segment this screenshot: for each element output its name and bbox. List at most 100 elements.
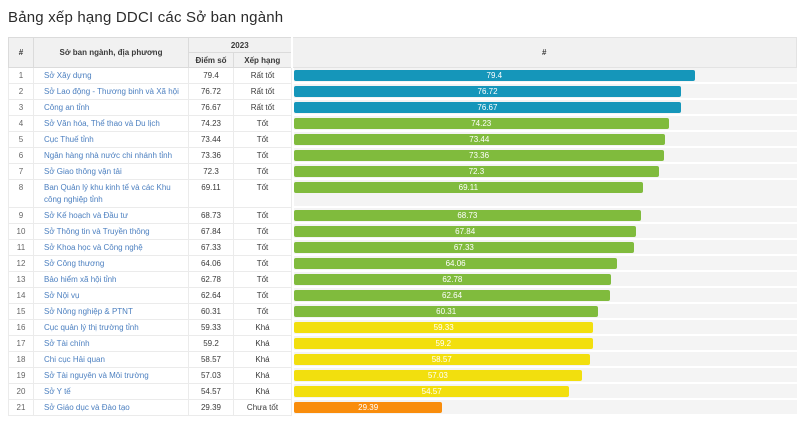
- table-row: 21 Sở Giáo dục và Đào tạo 29.39 Chưa tốt 29.…: [8, 399, 797, 416]
- department-cell: Sở Tài chính: [33, 335, 189, 352]
- department-link[interactable]: Công an tỉnh: [44, 103, 90, 112]
- department-link[interactable]: Ban Quản lý khu kinh tế và các Khu công …: [44, 183, 171, 204]
- rating-cell: Tốt: [233, 207, 293, 224]
- department-link[interactable]: Sở Giao thông vận tải: [44, 167, 122, 176]
- score-cell: 74.23: [188, 115, 234, 132]
- score-bar: 76.67: [294, 101, 681, 113]
- chart-cell: 54.57: [292, 383, 797, 400]
- score-bar: 68.73: [294, 209, 641, 221]
- chart-cell: 67.84: [292, 223, 797, 240]
- rating-cell: Tốt: [233, 163, 293, 180]
- rank-cell: 3: [8, 99, 34, 116]
- department-link[interactable]: Sở Thông tin và Truyền thông: [44, 227, 150, 236]
- rank-cell: 11: [8, 239, 34, 256]
- rank-cell: 18: [8, 351, 34, 368]
- rank-cell: 4: [8, 115, 34, 132]
- department-link[interactable]: Sở Y tế: [44, 387, 71, 396]
- score-cell: 59.33: [188, 319, 234, 336]
- score-cell: 73.36: [188, 147, 234, 164]
- department-link[interactable]: Sở Nội vụ: [44, 291, 80, 300]
- department-link[interactable]: Sở Giáo dục và Đào tạo: [44, 403, 130, 412]
- table-row: 20 Sở Y tế 54.57 Khá 54.57: [8, 383, 797, 400]
- score-cell: 79.4: [188, 67, 234, 84]
- department-link[interactable]: Sở Tài chính: [44, 339, 90, 348]
- chart-cell: 76.72: [292, 83, 797, 100]
- rank-cell: 16: [8, 319, 34, 336]
- department-link[interactable]: Ngân hàng nhà nước chi nhánh tỉnh: [44, 151, 173, 160]
- department-cell: Sở Tài nguyên và Môi trường: [33, 367, 189, 384]
- bar-value-label: 54.57: [421, 386, 442, 396]
- department-link[interactable]: Sở Công thương: [44, 259, 105, 268]
- score-bar: 60.31: [294, 305, 599, 317]
- score-cell: 72.3: [188, 163, 234, 180]
- score-cell: 67.33: [188, 239, 234, 256]
- department-link[interactable]: Chi cục Hải quan: [44, 355, 105, 364]
- table-row: 16 Cục quản lý thị trường tỉnh 59.33 Khá 59.…: [8, 319, 797, 336]
- bar-value-label: 73.36: [469, 150, 490, 160]
- department-cell: Sở Nội vụ: [33, 287, 189, 304]
- chart-cell: 74.23: [292, 115, 797, 132]
- rating-cell: Tốt: [233, 271, 293, 288]
- header-department: Sở ban ngành, địa phương: [33, 37, 189, 68]
- department-cell: Ngân hàng nhà nước chi nhánh tỉnh: [33, 147, 189, 164]
- table-row: 8 Ban Quản lý khu kinh tế và các Khu công…: [8, 179, 797, 208]
- rank-cell: 20: [8, 383, 34, 400]
- department-link[interactable]: Sở Xây dựng: [44, 71, 92, 80]
- score-cell: 62.64: [188, 287, 234, 304]
- department-link[interactable]: Cục Thuế tỉnh: [44, 135, 94, 144]
- rank-cell: 19: [8, 367, 34, 384]
- rank-cell: 21: [8, 399, 34, 416]
- rating-cell: Tốt: [233, 287, 293, 304]
- score-bar: 74.23: [294, 117, 669, 129]
- bar-value-label: 59.33: [433, 322, 454, 332]
- rank-cell: 6: [8, 147, 34, 164]
- rating-cell: Rất tốt: [233, 67, 293, 84]
- rating-cell: Khá: [233, 383, 293, 400]
- table-header: # Sở ban ngành, địa phương 2023 # Điểm s…: [8, 37, 798, 68]
- department-link[interactable]: Sở Nông nghiệp & PTNT: [44, 307, 133, 316]
- rank-cell: 14: [8, 287, 34, 304]
- score-bar: 57.03: [294, 369, 582, 381]
- table-row: 7 Sở Giao thông vận tải 72.3 Tốt 72.3: [8, 163, 797, 180]
- score-bar: 54.57: [294, 385, 570, 397]
- chart-cell: 60.31: [292, 303, 797, 320]
- rating-cell: Tốt: [233, 223, 293, 240]
- score-cell: 54.57: [188, 383, 234, 400]
- bar-value-label: 76.72: [477, 86, 498, 96]
- rating-cell: Chưa tốt: [233, 399, 293, 416]
- chart-cell: 57.03: [292, 367, 797, 384]
- department-cell: Sở Giao thông vận tải: [33, 163, 189, 180]
- department-link[interactable]: Sở Tài nguyên và Môi trường: [44, 371, 149, 380]
- department-cell: Bảo hiểm xã hội tỉnh: [33, 271, 189, 288]
- chart-cell: 76.67: [292, 99, 797, 116]
- rank-cell: 13: [8, 271, 34, 288]
- rating-cell: Rất tốt: [233, 83, 293, 100]
- score-bar: 62.78: [294, 273, 611, 285]
- ranking-table: # Sở ban ngành, địa phương 2023 # Điểm s…: [8, 37, 798, 416]
- rank-cell: 1: [8, 67, 34, 84]
- header-score: Điểm số: [188, 52, 234, 68]
- chart-cell: 69.11: [292, 179, 797, 208]
- table-row: 10 Sở Thông tin và Truyền thông 67.84 Tốt 67…: [8, 223, 797, 240]
- score-cell: 62.78: [188, 271, 234, 288]
- page: Bảng xếp hạng DDCI các Sở ban ngành # Sở…: [8, 9, 798, 416]
- rating-cell: Tốt: [233, 115, 293, 132]
- chart-cell: 58.57: [292, 351, 797, 368]
- department-cell: Sở Lao động - Thương binh và Xã hội: [33, 83, 189, 100]
- department-link[interactable]: Sở Lao động - Thương binh và Xã hội: [44, 87, 179, 96]
- score-bar: 58.57: [294, 353, 590, 365]
- score-cell: 29.39: [188, 399, 234, 416]
- bar-value-label: 57.03: [427, 370, 448, 380]
- department-link[interactable]: Sở Văn hóa, Thể thao và Du lịch: [44, 119, 160, 128]
- rating-cell: Tốt: [233, 131, 293, 148]
- department-link[interactable]: Cục quản lý thị trường tỉnh: [44, 323, 139, 332]
- department-link[interactable]: Bảo hiểm xã hội tỉnh: [44, 275, 117, 284]
- score-bar: 73.36: [294, 149, 665, 161]
- department-cell: Công an tỉnh: [33, 99, 189, 116]
- rating-cell: Tốt: [233, 239, 293, 256]
- rating-cell: Khá: [233, 335, 293, 352]
- department-link[interactable]: Sở Kế hoạch và Đầu tư: [44, 211, 128, 220]
- department-link[interactable]: Sở Khoa học và Công nghệ: [44, 243, 143, 252]
- score-bar: 67.33: [294, 241, 634, 253]
- department-cell: Sở Khoa học và Công nghệ: [33, 239, 189, 256]
